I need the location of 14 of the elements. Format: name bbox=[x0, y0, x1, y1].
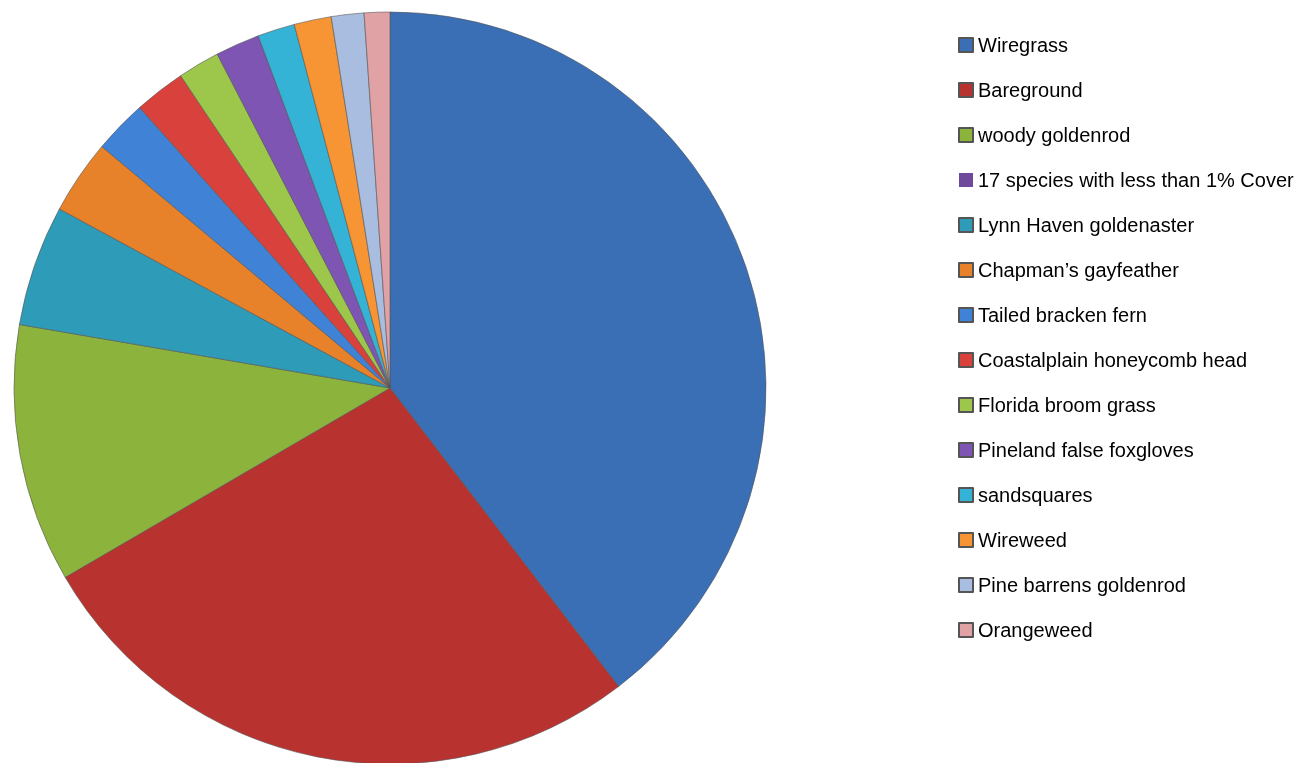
legend-label: Pineland false foxgloves bbox=[978, 439, 1194, 461]
legend-label: Wiregrass bbox=[978, 34, 1069, 56]
legend-label: Pine barrens goldenrod bbox=[978, 574, 1186, 596]
legend-label: 17 species with less than 1% Cover bbox=[978, 169, 1295, 191]
legend-label: Orangeweed bbox=[978, 619, 1093, 641]
legend-label: Coastalplain honeycomb head bbox=[978, 349, 1248, 371]
legend-label: Tailed bracken fern bbox=[978, 304, 1147, 326]
legend-label: woody goldenrod bbox=[977, 124, 1131, 146]
legend-label: Lynn Haven goldenaster bbox=[978, 214, 1195, 236]
legend-label: sandsquares bbox=[978, 484, 1093, 506]
legend-label: Chapman’s gayfeather bbox=[978, 259, 1180, 281]
legend-label: Wireweed bbox=[978, 529, 1067, 551]
legend-label: Bareground bbox=[978, 79, 1083, 101]
legend-label: Florida broom grass bbox=[978, 394, 1156, 416]
